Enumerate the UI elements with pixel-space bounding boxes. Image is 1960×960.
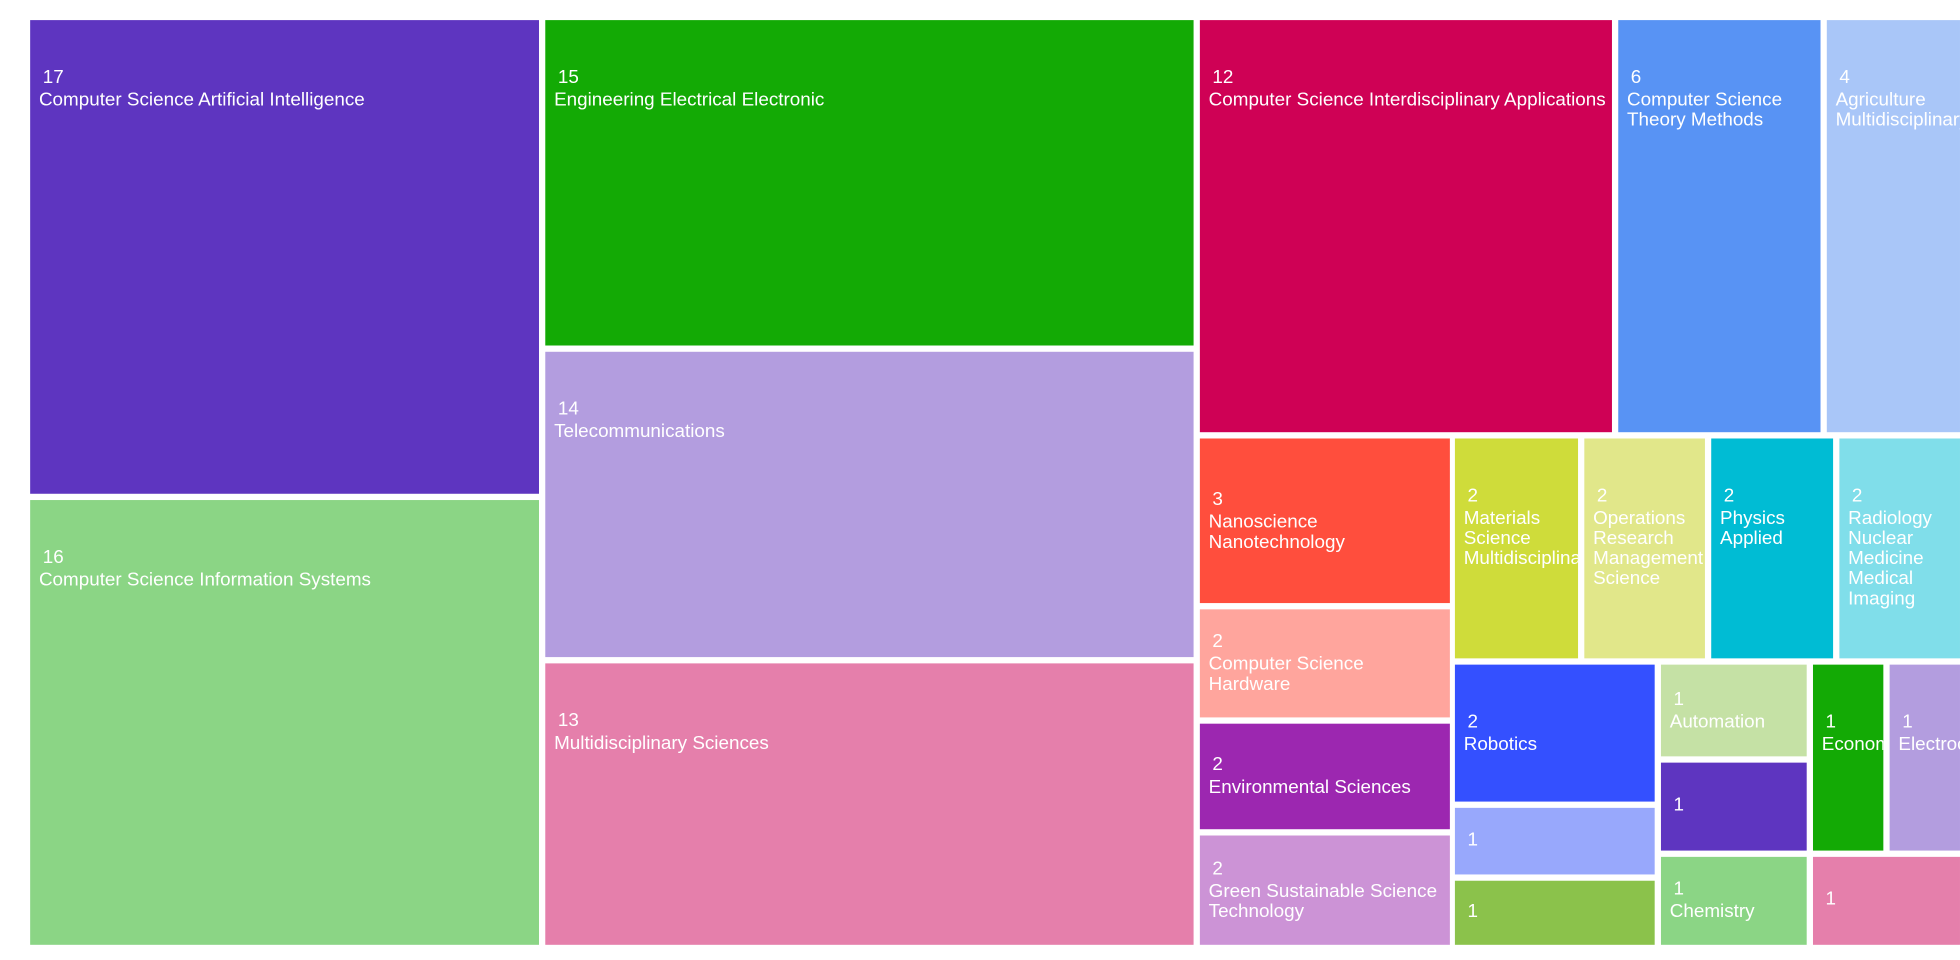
treemap-cell[interactable]: 2 Robotics [1454,664,1655,802]
cell-text: 4 Agriculture Multidisciplinary [1835,66,1960,131]
cell-value: 1 [1673,687,1685,710]
treemap-cell[interactable]: 1 Automation [1660,664,1807,757]
cell-label: Computer Science Hardware [1208,653,1364,695]
cell-value: 1 [1467,828,1478,850]
cell-label: Radiology Nuclear Medicine Medical Imagi… [1848,507,1932,610]
cell-value: 13 [557,709,579,732]
treemap-cell[interactable]: 3 Nanoscience Nanotechnology [1199,438,1450,604]
cell-label: Operations Research Management Science [1593,507,1704,590]
treemap-cell[interactable]: 2 Green Sustainable Science Technology [1199,835,1450,945]
treemap-cell[interactable]: 1 Chemistry [1660,856,1807,945]
treemap-cell[interactable]: 14 Telecommunications [545,351,1194,658]
cell-text: 1 [1464,901,1655,924]
cell-label: Electrochemistry [1898,733,1960,756]
cell-text: 2 Computer Science Hardware [1208,630,1450,695]
cell-value: 6 [1630,66,1642,88]
cell-text: 1Economics [1822,712,1884,755]
cell-value: 1 [1825,888,1837,910]
cell-label: Chemistry [1669,900,1755,923]
cell-label: Multidisciplinary Sciences [554,732,769,754]
treemap-cell[interactable]: 4 Agriculture Multidisciplinary [1826,20,1960,433]
cell-value: 2 [1467,484,1478,507]
cell-text: 2 Operations Research Management Science [1593,486,1705,589]
cell-text: 14 Telecommunications [554,398,1194,443]
cell-label: Materials Science Multidisciplinary [1463,507,1578,570]
cell-value: 1 [1902,711,1913,733]
treemap-cell[interactable]: 1 [1812,856,1960,945]
cell-text: 2 Robotics [1463,710,1655,755]
cell-text: 12 Computer Science Interdisciplinary App… [1208,66,1612,111]
cell-value: 1 [1467,900,1478,922]
cell-label: Nanoscience Nanotechnology [1208,510,1345,553]
cell-label: Telecommunications [554,420,725,443]
cell-label: Computer Science Information Systems [38,569,371,591]
cell-label: Environmental Sciences [1208,776,1411,798]
cell-label: Green Sustainable Science Technology [1208,880,1438,922]
cell-value: 16 [42,546,64,568]
cell-text: 2 Radiology Nuclear Medicine Medical Imag… [1848,486,1960,609]
cell-value: 14 [557,398,579,420]
cell-text: 15 Engineering Electrical Electronic [554,66,1194,111]
cell-value: 17 [42,66,64,88]
treemap-cell[interactable]: 12 Computer Science Interdisciplinary App… [1199,20,1612,433]
cell-text: 1 Chemistry [1670,879,1807,922]
cell-value: 1 [1673,878,1685,900]
cell-text: 6 Computer Science Theory Methods [1627,66,1820,131]
cell-value: 2 [1467,710,1478,732]
cell-text: 17 Computer Science Artificial Intelligen… [38,66,539,111]
cell-value: 2 [1212,857,1223,879]
cell-label: Computer Science Interdisciplinary Appli… [1208,89,1606,111]
treemap-cell[interactable]: 1 [1660,762,1807,851]
cell-text: 2 Green Sustainable Science Technology [1208,857,1450,922]
cell-value: 3 [1212,488,1223,510]
cell-text: 1 [1464,828,1655,853]
treemap-cell[interactable]: 1 [1454,807,1655,875]
treemap-cell[interactable]: 2 Radiology Nuclear Medicine Medical Imag… [1839,438,1960,659]
treemap-cell[interactable]: 1Economics [1812,664,1884,851]
cell-value: 15 [557,66,579,88]
cell-text: 2 Physics Applied [1720,486,1833,549]
treemap-cell[interactable]: 13 Multidisciplinary Sciences [545,663,1194,945]
cell-text: 1 Automation [1670,689,1807,732]
cell-value: 2 [1596,484,1608,507]
treemap-cell[interactable]: 17 Computer Science Artificial Intelligen… [30,20,539,494]
treemap-cell[interactable]: 1 [1454,880,1655,945]
cell-text: 16 Computer Science Information Systems [38,546,539,591]
cell-label: Agriculture Multidisciplinary [1835,89,1960,131]
cell-label: Automation [1669,710,1766,732]
treemap-cell[interactable]: 2 Computer Science Hardware [1199,609,1450,718]
treemap-cell[interactable]: 2 Environmental Sciences [1199,723,1450,830]
cell-text: 1 [1822,888,1960,913]
cell-value: 2 [1212,753,1223,776]
cell-label: Computer Science Theory Methods [1627,89,1783,131]
treemap-cell[interactable]: 16 Computer Science Information Systems [30,500,539,945]
cell-text: 3 Nanoscience Nanotechnology [1209,489,1450,552]
cell-value: 1 [1825,711,1837,733]
cell-label: Engineering Electrical Electronic [554,89,825,111]
cell-text: 2 Environmental Sciences [1208,753,1450,798]
treemap-cell[interactable]: 2 Physics Applied [1711,438,1834,659]
cell-value: 2 [1851,484,1863,507]
cell-value: 2 [1723,484,1735,507]
cell-label: Economics [1821,733,1884,756]
cell-label: Computer Science Artificial Intelligence [38,89,365,111]
cell-value: 4 [1839,66,1850,88]
cell-text: 1 [1670,795,1807,818]
treemap-cell[interactable]: 2 Operations Research Management Science [1584,438,1705,659]
cell-text: 1Electrochemistry [1898,712,1960,755]
cell-label: Robotics [1463,733,1538,755]
treemap-cell[interactable]: 6 Computer Science Theory Methods [1618,20,1821,433]
cell-value: 2 [1212,630,1223,653]
treemap-cell[interactable]: 1Electrochemistry [1889,664,1960,851]
cell-label: Physics Applied [1720,507,1785,550]
treemap-cell[interactable]: 15 Engineering Electrical Electronic [545,20,1194,346]
cell-value: 1 [1673,794,1685,816]
cell-text: 13 Multidisciplinary Sciences [554,709,1194,754]
cell-value: 12 [1212,66,1234,88]
